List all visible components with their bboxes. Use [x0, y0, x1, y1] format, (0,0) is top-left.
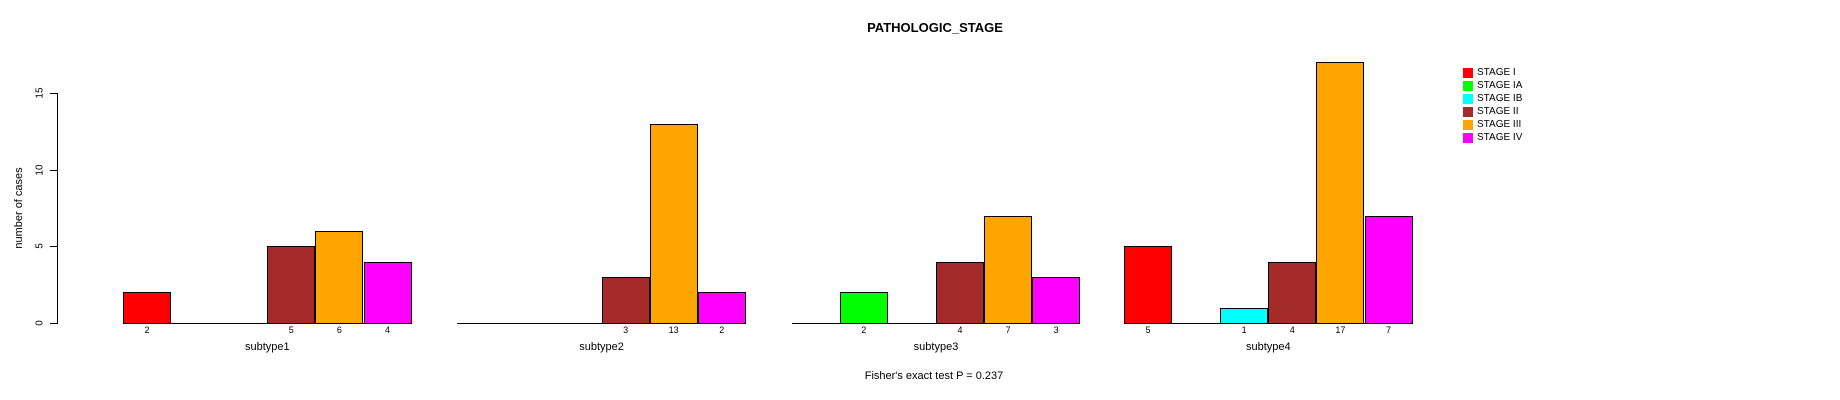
- x-axis-baseline: [791, 323, 1081, 324]
- y-tick-label: 15: [34, 87, 46, 99]
- bar-stage-iv: [363, 262, 412, 324]
- bar-value-label: 5: [1145, 325, 1151, 335]
- bar-stage-iii: [984, 216, 1033, 324]
- bar-value-label: 7: [1005, 325, 1011, 335]
- bar-stage-iii: [1316, 62, 1365, 324]
- y-tick: [50, 246, 57, 248]
- y-tick-label: 5: [34, 243, 46, 250]
- category-label: subtype3: [913, 341, 959, 353]
- y-tick-label: 0: [34, 320, 46, 326]
- bar-value-label: 13: [668, 325, 679, 335]
- legend-swatch-stage-iii: [1463, 120, 1473, 130]
- bar-stage-iv: [697, 292, 746, 324]
- bar-value-label: 2: [719, 325, 725, 335]
- legend-swatch-stage-ia: [1463, 81, 1473, 91]
- bar-value-label: 4: [384, 325, 390, 335]
- category-label: subtype2: [579, 341, 624, 353]
- bar-stage-iv: [1032, 277, 1081, 324]
- legend-swatch-stage-iv: [1463, 133, 1473, 143]
- bar-value-label: 7: [1385, 325, 1391, 335]
- bar-value-label: 1: [1241, 325, 1247, 335]
- bar-stage-iv: [1364, 216, 1413, 324]
- y-tick: [50, 169, 57, 171]
- fisher-test-note: Fisher's exact test P = 0.237: [864, 370, 1004, 382]
- y-axis-line: [57, 93, 58, 324]
- legend-swatch-stage-i: [1463, 68, 1473, 78]
- legend-label: STAGE I: [1477, 67, 1516, 78]
- bar-stage-ii: [936, 262, 984, 324]
- legend-label: STAGE IB: [1477, 93, 1523, 104]
- bar-value-label: 3: [1053, 325, 1059, 335]
- category-label: subtype1: [244, 341, 290, 353]
- bar-stage-ib: [1220, 308, 1269, 324]
- bar-value-label: 17: [1335, 325, 1346, 335]
- bar-value-label: 2: [861, 325, 867, 335]
- chart-title: PATHOLOGIC_STAGE: [867, 20, 1003, 35]
- legend-swatch-stage-ib: [1463, 94, 1473, 104]
- legend-label: STAGE II: [1477, 106, 1519, 117]
- legend-label: STAGE IA: [1477, 80, 1523, 91]
- legend-label: STAGE IV: [1477, 132, 1523, 143]
- bar-stage-i: [1124, 246, 1172, 324]
- y-tick: [50, 93, 57, 94]
- category-label: subtype4: [1245, 341, 1291, 353]
- bar-value-label: 4: [1289, 325, 1295, 335]
- bar-stage-ii: [1268, 262, 1317, 324]
- bar-stage-ii: [267, 246, 316, 324]
- bar-stage-ii: [601, 277, 650, 324]
- bar-stage-ia: [839, 292, 888, 324]
- bar-value-label: 4: [957, 325, 963, 335]
- bar-stage-iii: [649, 124, 698, 324]
- y-tick: [50, 323, 57, 324]
- bar-value-label: 5: [288, 325, 294, 335]
- bar-value-label: 2: [144, 325, 150, 335]
- legend-swatch-stage-ii: [1463, 107, 1473, 117]
- legend-label: STAGE III: [1477, 119, 1522, 130]
- bar-stage-i: [123, 292, 171, 324]
- bar-stage-iii: [315, 231, 364, 324]
- y-tick-label: 10: [34, 164, 46, 176]
- y-axis-label: number of cases: [13, 167, 25, 249]
- bar-value-label: 3: [623, 325, 629, 335]
- bar-value-label: 6: [336, 325, 342, 335]
